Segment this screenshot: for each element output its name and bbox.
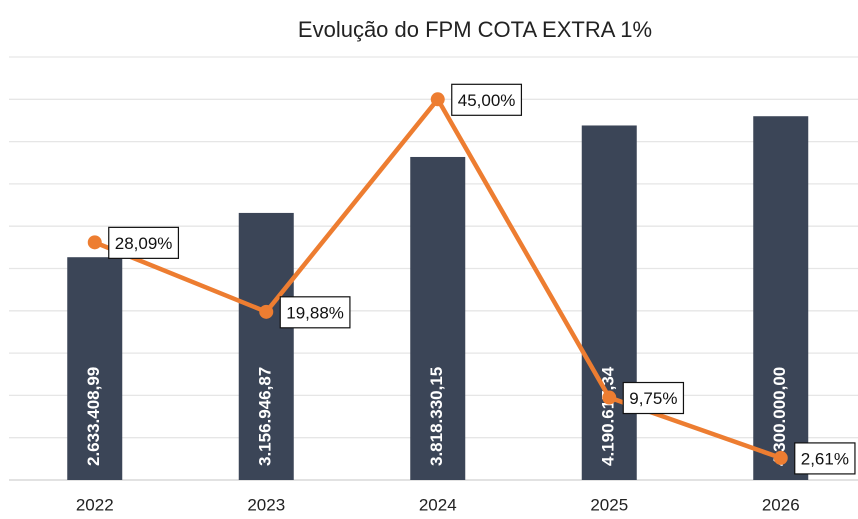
bar: [410, 156, 466, 480]
line-value-label: 45,00%: [451, 83, 523, 116]
line-marker: [773, 450, 788, 465]
line-value-label: 9,75%: [622, 381, 685, 415]
line-value-label: 19,88%: [279, 296, 351, 329]
line-marker: [602, 390, 617, 405]
x-tick-label: 2025: [590, 495, 628, 514]
x-tick-label: 2022: [76, 495, 114, 514]
line-value-text: 2,61%: [801, 449, 849, 468]
bar-value-label: 3.818.330,15: [427, 367, 446, 466]
x-tick-label: 2026: [762, 495, 800, 514]
label-box: [794, 442, 856, 475]
label-box: [622, 381, 685, 415]
line-marker: [430, 92, 445, 107]
line-value-text: 9,75%: [629, 389, 677, 408]
x-tick-label: 2023: [247, 495, 285, 514]
bar-value-label: 3.156.946,87: [256, 367, 275, 466]
bar: [753, 116, 809, 480]
label-box: [279, 296, 351, 329]
bar-value-label: 4.300.000,00: [770, 367, 789, 466]
line-value-label: 28,09%: [108, 226, 180, 259]
x-tick-label: 2024: [419, 495, 457, 514]
line-value-label: 2,61%: [794, 442, 856, 475]
bar: [67, 257, 123, 480]
line-value-text: 28,09%: [115, 234, 173, 253]
bar: [238, 212, 294, 480]
bar: [581, 125, 637, 481]
line-value-text: 19,88%: [286, 303, 344, 322]
chart-title: Evolução do FPM COTA EXTRA 1%: [298, 17, 652, 42]
line-value-text: 45,00%: [458, 91, 516, 110]
label-box: [108, 226, 180, 259]
line-marker: [87, 235, 102, 250]
label-box: [451, 83, 523, 116]
line-marker: [259, 304, 274, 319]
bar-value-label: 2.633.408,99: [84, 367, 103, 466]
